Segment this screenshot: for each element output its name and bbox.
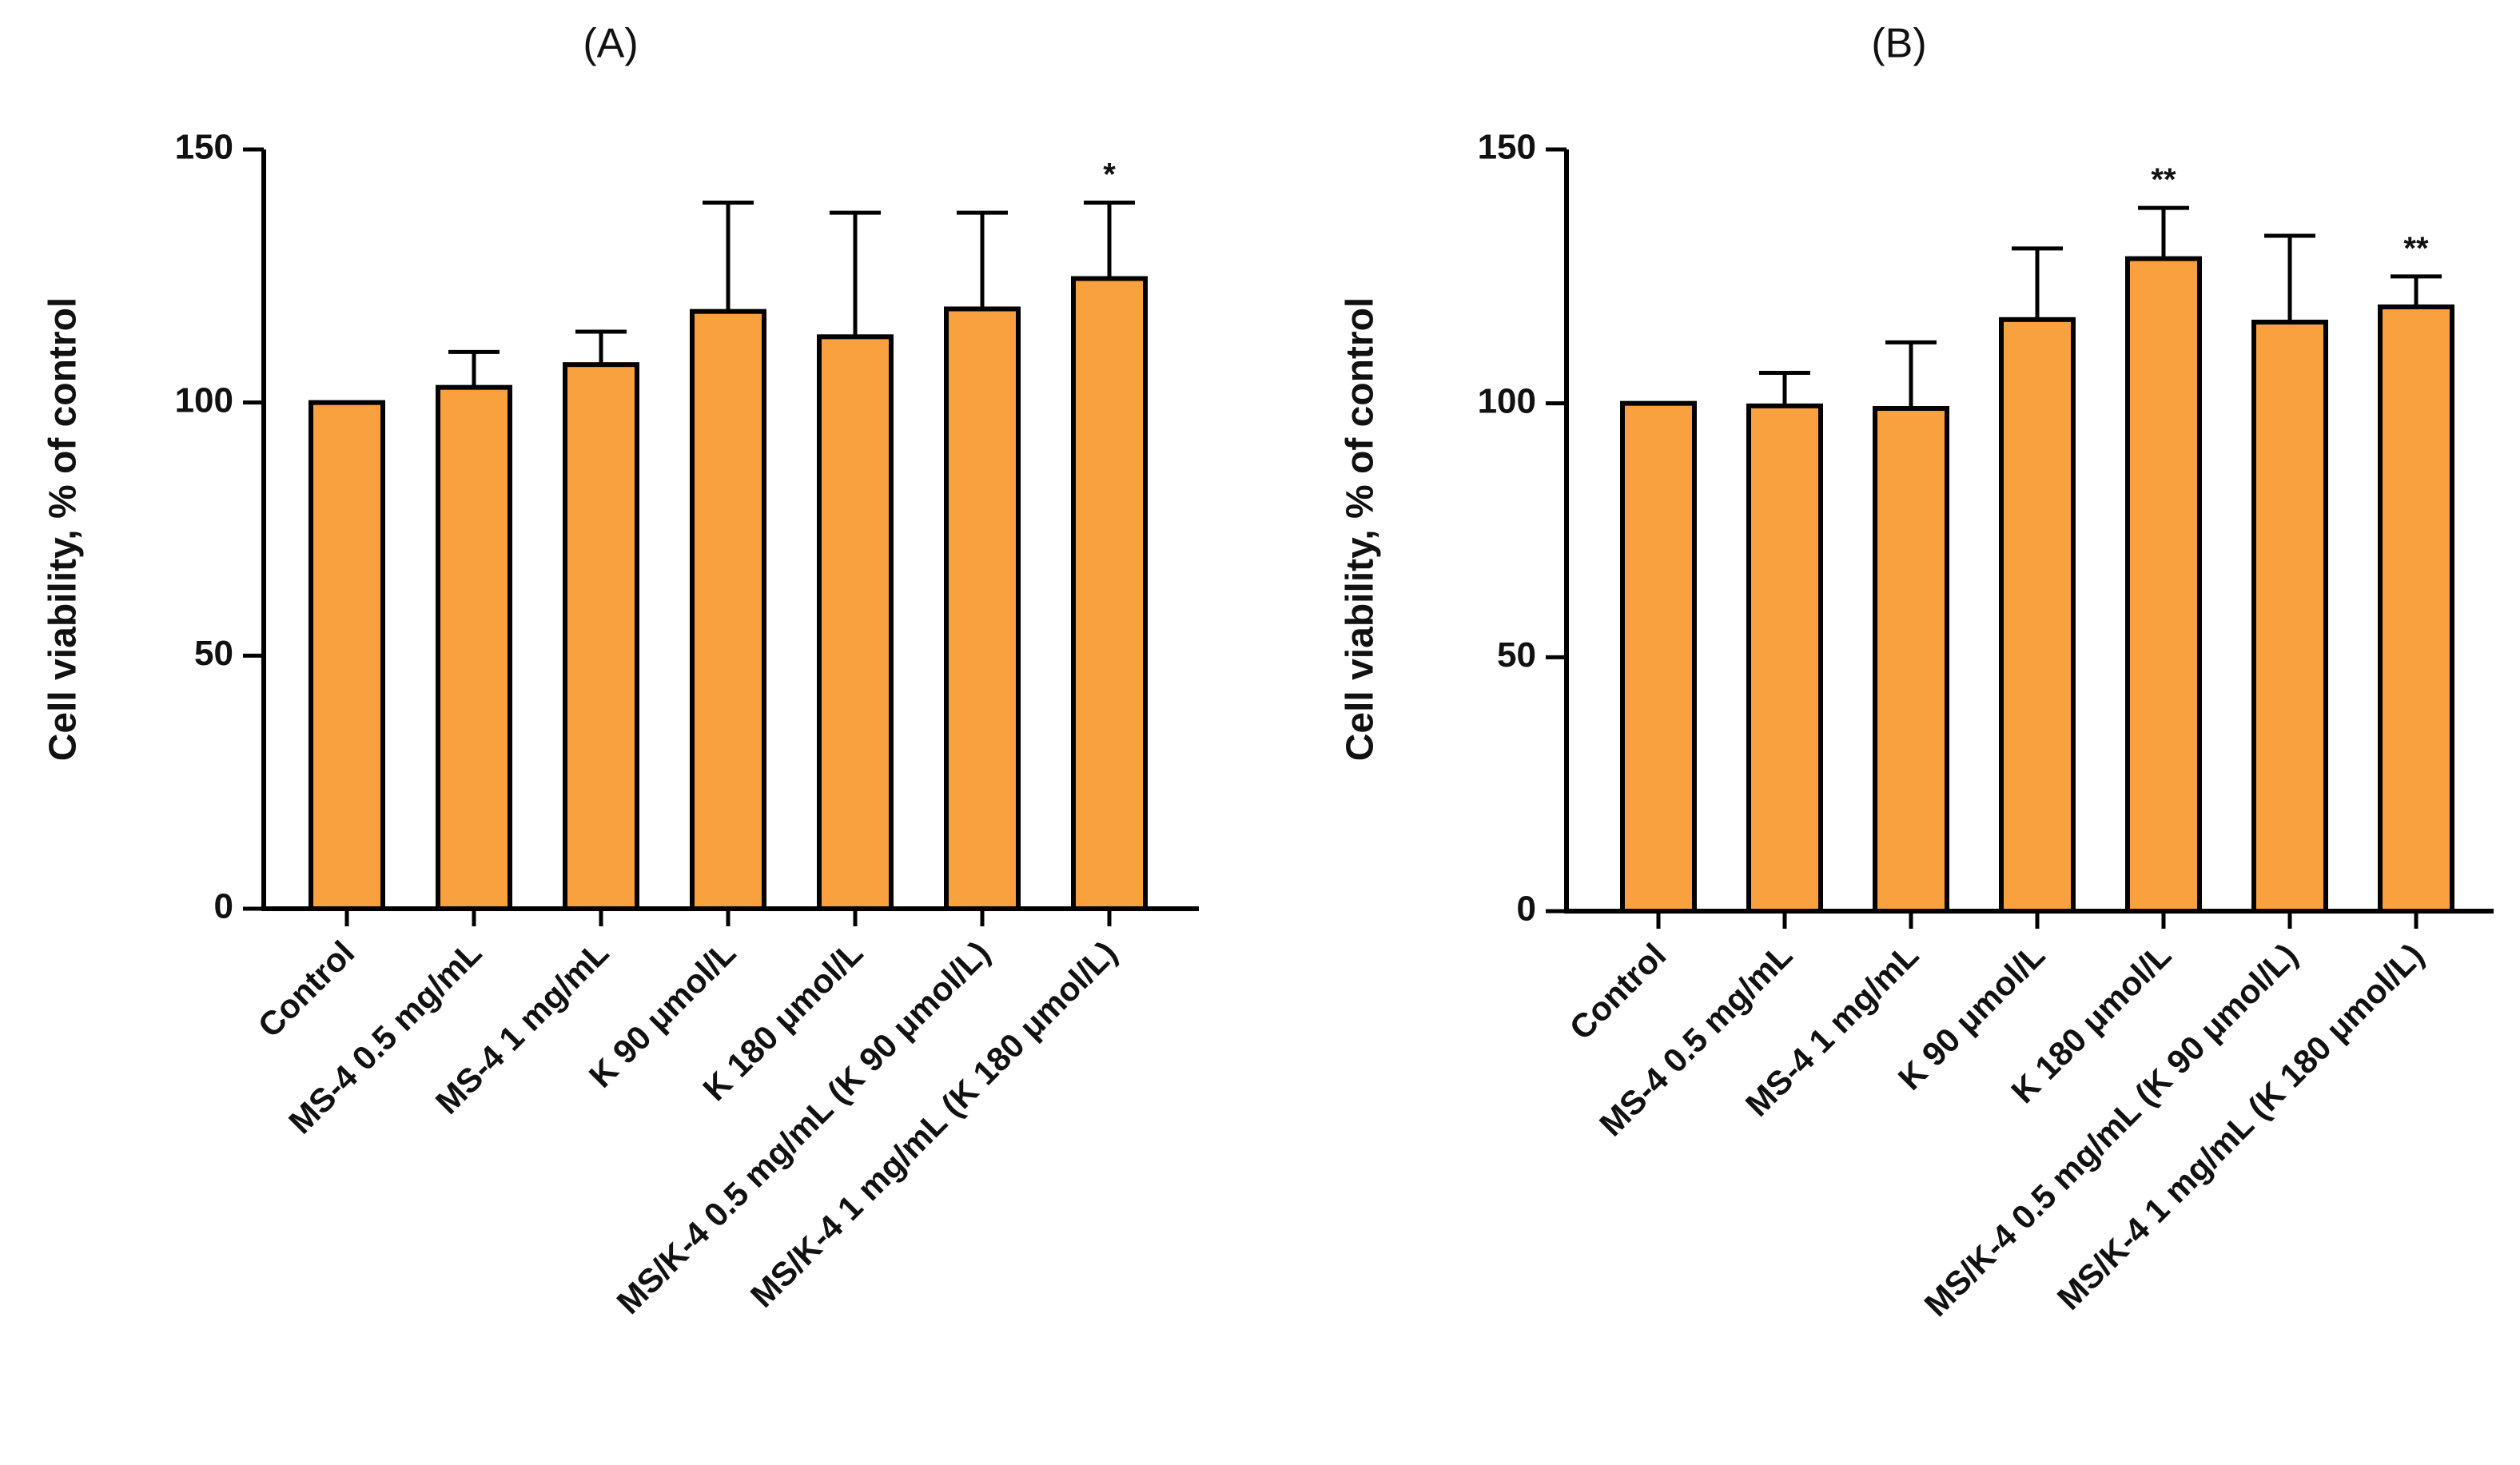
bar-b-6 — [2378, 304, 2454, 914]
panel-title-b: (B) — [1871, 21, 1926, 67]
x-tick-label-b-0: Control — [1563, 936, 1674, 1047]
bar-a-0 — [309, 400, 385, 911]
bar-a-5 — [944, 306, 1021, 911]
y-tick-label-b-2: 100 — [1478, 381, 1536, 420]
y-tick-label-a-3: 150 — [175, 128, 233, 167]
bar-a-4 — [817, 334, 894, 912]
bar-a-3 — [690, 309, 766, 911]
significance-marker-b-6: ** — [2403, 231, 2429, 266]
chart-panel-b: (B)Cell viability, % of controlControlMS… — [1340, 21, 2494, 1324]
bar-b-3 — [1999, 316, 2076, 914]
bar-b-0 — [1620, 400, 1697, 914]
y-axis-label-a: Cell viability, % of control — [42, 297, 85, 762]
y-tick-label-a-1: 50 — [194, 634, 233, 673]
bar-a-1 — [436, 384, 512, 911]
bar-b-2 — [1873, 406, 1949, 914]
x-tick-label-a-0: Control — [251, 934, 362, 1045]
bar-a-6 — [1071, 276, 1148, 911]
significance-marker-b-4: ** — [2151, 162, 2176, 197]
bar-a-2 — [563, 362, 639, 911]
chart-panel-a: (A)Cell viability, % of controlControlMS… — [42, 21, 1199, 1321]
y-tick-label-b-1: 50 — [1497, 635, 1536, 675]
bar-b-5 — [2251, 320, 2328, 914]
y-tick-label-a-2: 100 — [175, 380, 233, 420]
y-tick-label-b-0: 0 — [1517, 890, 1536, 929]
y-axis-label-b: Cell viability, % of control — [1340, 297, 1382, 762]
y-tick-label-b-3: 150 — [1478, 128, 1536, 167]
significance-marker-a-6: * — [1103, 157, 1116, 193]
y-tick-label-a-0: 0 — [214, 887, 233, 926]
bar-b-4 — [2125, 256, 2202, 914]
bar-b-1 — [1746, 403, 1823, 914]
panel-title-a: (A) — [583, 21, 638, 67]
